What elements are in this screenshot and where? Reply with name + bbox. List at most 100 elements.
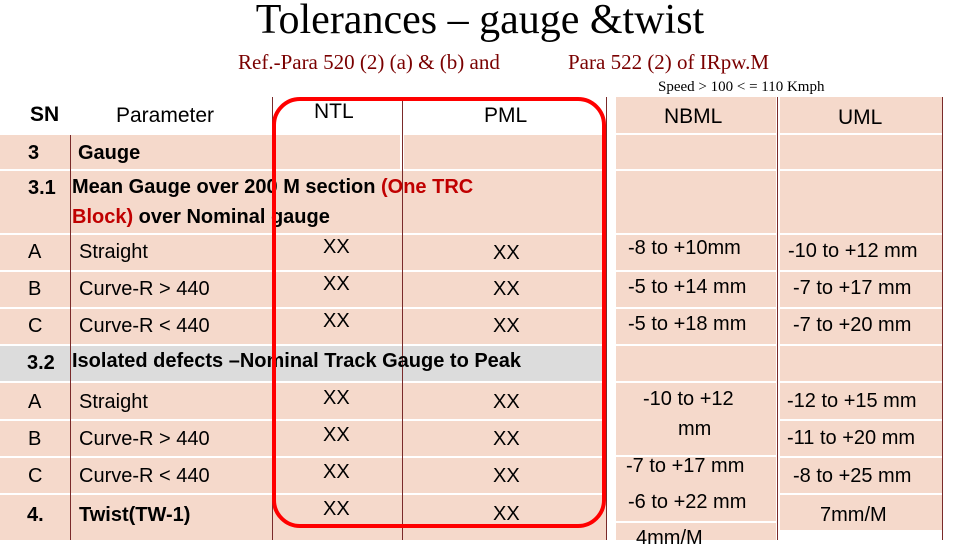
header-uml: UML xyxy=(838,106,883,129)
header-nbml-cell xyxy=(616,97,776,133)
row-c2-param: Curve-R < 440 xyxy=(79,465,210,487)
row-c2-uml: -8 to +25 mm xyxy=(793,465,912,487)
row-3-pml-cell xyxy=(404,135,606,169)
row-4-ntl: XX xyxy=(323,498,350,520)
row-3-2-nbml-cell xyxy=(616,346,776,381)
row-a1-pml: XX xyxy=(493,242,520,264)
row-3-1-param-text: Mean Gauge over 200 M section xyxy=(72,176,381,198)
row-a1-uml: -10 to +12 mm xyxy=(788,240,918,262)
header-band xyxy=(0,97,272,134)
row-b1-uml-cell xyxy=(780,272,942,307)
row-3-1-uml-cell xyxy=(780,171,942,233)
row-b2-pml: XX xyxy=(493,428,520,450)
row-3-2-sn: 3.2 xyxy=(27,352,55,374)
row-3-1-param-line2: Block) over Nominal gauge xyxy=(72,206,330,229)
header-uml-cell xyxy=(780,97,942,133)
row-b1-nbml-cell xyxy=(616,272,776,307)
row-c2-nbml: -7 to +17 mm xyxy=(626,455,745,477)
row-c1-sn: C xyxy=(28,315,43,337)
row-4-nbml: -6 to +22 mm xyxy=(628,491,747,513)
row-b1-ntl: XX xyxy=(323,273,350,295)
column-divider-uml xyxy=(942,97,943,540)
reference-right: Para 522 (2) of IRpw.M xyxy=(568,50,770,74)
row-c2-sn: C xyxy=(28,465,43,487)
row-a2-ntl: XX xyxy=(323,387,350,409)
row-c2-pml: XX xyxy=(493,465,520,487)
column-divider-param xyxy=(272,97,273,540)
row-a1-nbml: -8 to +10mm xyxy=(628,237,741,259)
row-3-2-param: Isolated defects –Nominal Track Gauge to… xyxy=(72,350,522,372)
row-4-nbml-extra-cell xyxy=(616,523,776,540)
speed-note: Speed > 100 < = 110 Kmph xyxy=(658,79,825,95)
row-a1-sn: A xyxy=(28,241,42,263)
row-a2-uml: -12 to +15 mm xyxy=(787,390,917,412)
reference-left: Ref.-Para 520 (2) (a) & (b) and xyxy=(238,50,500,74)
row-a2-sn: A xyxy=(28,391,42,413)
row-3-1-param-text-2: over Nominal gauge xyxy=(133,206,330,228)
row-3-2-uml-cell xyxy=(780,346,942,381)
row-4-sn: 4. xyxy=(27,504,44,526)
row-3-cell xyxy=(0,135,272,169)
row-b1-pml: XX xyxy=(493,278,520,300)
row-4-nbml-cell xyxy=(616,485,776,521)
row-4-uml: 7mm/M xyxy=(820,504,887,526)
row-3-2-cell xyxy=(0,346,606,381)
header-sn: SN xyxy=(30,103,60,126)
row-c1-param: Curve-R < 440 xyxy=(79,315,210,337)
row-a1-param: Straight xyxy=(79,241,148,263)
row-c1-pml: XX xyxy=(493,315,520,337)
row-c2-cell xyxy=(0,458,606,493)
header-nbml: NBML xyxy=(664,105,723,128)
row-3-sn: 3 xyxy=(28,142,40,164)
header-parameter: Parameter xyxy=(116,104,215,127)
row-c1-uml-cell xyxy=(780,309,942,344)
row-c2-ntl: XX xyxy=(323,461,350,483)
row-a2-uml-cell xyxy=(780,383,942,419)
row-c1-nbml: -5 to +18 mm xyxy=(628,313,747,335)
row-3-1-param-line1: Mean Gauge over 200 M section (One TRC xyxy=(72,176,473,199)
row-a2-nbml-line1: -10 to +12 xyxy=(643,388,734,410)
column-divider-sn xyxy=(70,135,71,540)
row-a1-ntl: XX xyxy=(323,236,350,258)
row-a2-cell xyxy=(0,383,606,419)
row-c2-uml-cell xyxy=(780,458,942,493)
row-a2-param: Straight xyxy=(79,391,148,413)
row-a2-pml: XX xyxy=(493,391,520,413)
row-3-1-param-emphasis-2: Block) xyxy=(72,206,134,228)
header-ntl: NTL xyxy=(314,100,354,123)
row-b2-ntl: XX xyxy=(323,424,350,446)
row-c1-cell xyxy=(0,309,606,344)
row-c1-nbml-cell xyxy=(616,309,776,344)
row-a2-nbml-cell xyxy=(616,383,776,455)
row-b2-sn: B xyxy=(28,428,42,450)
column-divider-pml xyxy=(606,97,607,540)
row-3-ntl-cell xyxy=(276,135,400,169)
row-a1-nbml-cell xyxy=(616,235,776,270)
column-divider-ntl xyxy=(402,97,403,540)
slide-title: Tolerances – gauge &twist xyxy=(255,0,705,43)
row-a1-uml-cell xyxy=(780,235,942,270)
row-b1-uml: -7 to +17 mm xyxy=(793,277,912,299)
row-b1-param: Curve-R > 440 xyxy=(79,278,210,300)
row-c1-uml: -7 to +20 mm xyxy=(793,314,912,336)
row-4-uml-cell xyxy=(780,495,942,530)
row-b1-cell xyxy=(0,272,606,307)
row-a2-nbml-line2: mm xyxy=(678,418,712,440)
column-divider-nbml xyxy=(777,97,778,540)
row-3-1-nbml-cell xyxy=(616,171,776,233)
row-b2-param: Curve-R > 440 xyxy=(79,428,210,450)
row-c1-ntl: XX xyxy=(323,310,350,332)
row-3-1-param-emphasis: (One TRC xyxy=(381,176,474,198)
row-4-nbml-cut: 4mm/M xyxy=(636,527,703,549)
row-b2-cell xyxy=(0,421,606,456)
row-b1-nbml: -5 to +14 mm xyxy=(628,276,747,298)
row-4-cell xyxy=(0,495,606,540)
row-4-pml: XX xyxy=(493,503,520,525)
row-3-1-cell xyxy=(0,171,606,233)
row-3-param: Gauge xyxy=(78,142,141,164)
row-b1-sn: B xyxy=(28,278,42,300)
row-3-uml-cell xyxy=(780,135,942,169)
row-b2-uml-cell xyxy=(780,421,942,456)
row-a1-cell xyxy=(0,235,606,270)
row-4-param: Twist(TW-1) xyxy=(79,504,191,526)
